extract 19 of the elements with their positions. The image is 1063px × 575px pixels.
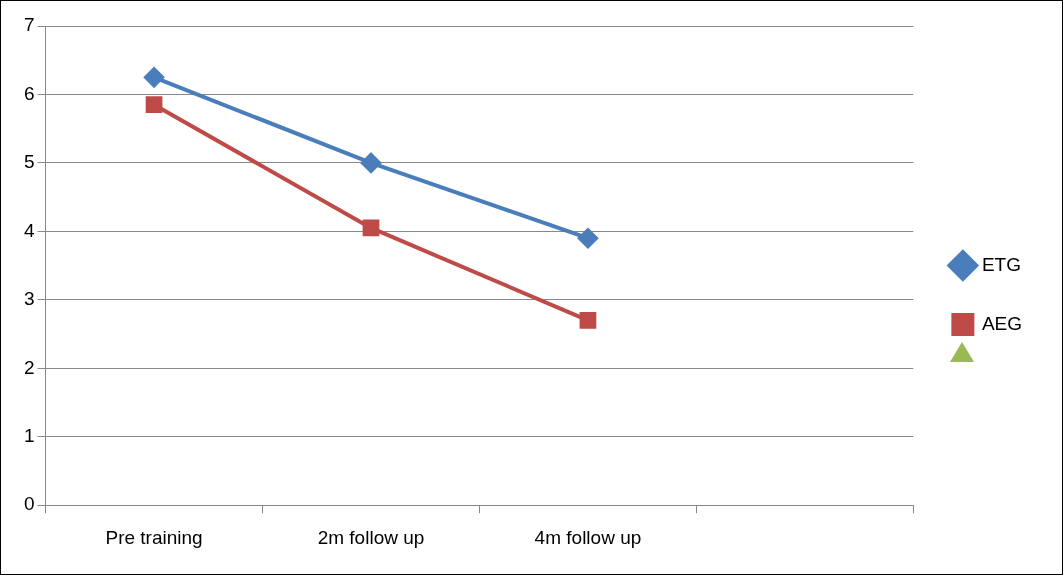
x-tick-label: 2m follow up (317, 526, 425, 548)
point (362, 219, 380, 237)
point (145, 96, 163, 114)
legend-label: AEG (981, 312, 1022, 334)
y-tick-label: 0 (23, 493, 35, 515)
y-tick-label: 6 (23, 82, 35, 104)
y-tick-label: 1 (23, 424, 35, 446)
y-tick-label: 4 (23, 219, 35, 241)
y-tick-label: 2 (23, 356, 35, 378)
legend-label: ETG (981, 253, 1021, 275)
x-tick-label: Pre training (105, 526, 203, 548)
y-tick-label: 5 (23, 151, 35, 173)
y-tick-label: 7 (23, 14, 35, 36)
y-tick-label: 3 (23, 288, 35, 310)
point (579, 312, 597, 329)
point (577, 228, 598, 249)
point (361, 152, 381, 173)
point (144, 67, 165, 88)
x-tick-label: 4m follow up (534, 526, 642, 548)
